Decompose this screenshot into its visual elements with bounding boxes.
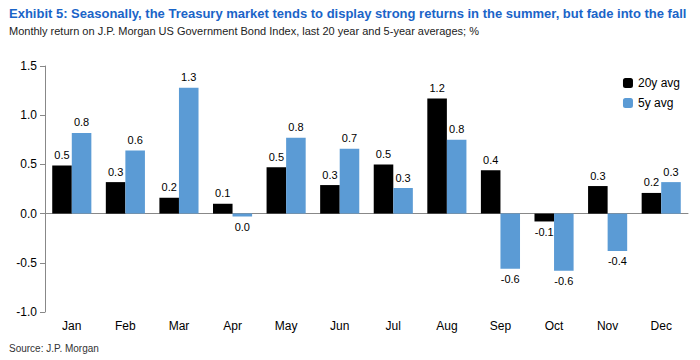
svg-text:-0.1: -0.1 (535, 226, 554, 238)
svg-text:0.3: 0.3 (663, 166, 678, 178)
svg-text:Source: J.P. Morgan: Source: J.P. Morgan (9, 343, 99, 354)
svg-text:Dec: Dec (651, 319, 672, 333)
svg-text:-0.5: -0.5 (16, 256, 37, 270)
svg-text:0.3: 0.3 (395, 172, 410, 184)
svg-text:Jun: Jun (330, 319, 349, 333)
svg-text:0.0: 0.0 (235, 221, 250, 233)
svg-text:0.5: 0.5 (376, 148, 391, 160)
svg-text:0.8: 0.8 (449, 123, 464, 135)
svg-text:0.3: 0.3 (108, 166, 123, 178)
svg-text:1.3: 1.3 (181, 71, 196, 83)
svg-text:-0.4: -0.4 (608, 255, 627, 267)
svg-text:0.2: 0.2 (644, 176, 659, 188)
svg-text:1.5: 1.5 (20, 59, 37, 73)
svg-text:Feb: Feb (115, 319, 136, 333)
svg-text:0.8: 0.8 (288, 121, 303, 133)
svg-text:5y avg: 5y avg (638, 96, 673, 110)
svg-text:0.3: 0.3 (322, 169, 337, 181)
svg-text:Oct: Oct (545, 319, 564, 333)
svg-text:Monthly return on J.P. Morgan: Monthly return on J.P. Morgan US Governm… (9, 25, 479, 37)
svg-text:-0.6: -0.6 (501, 273, 520, 285)
svg-text:Aug: Aug (436, 319, 457, 333)
svg-text:0.0: 0.0 (20, 207, 37, 221)
svg-text:0.3: 0.3 (590, 170, 605, 182)
svg-text:0.5: 0.5 (20, 157, 37, 171)
svg-text:20y avg: 20y avg (638, 76, 680, 90)
svg-text:May: May (275, 319, 298, 333)
svg-text:0.8: 0.8 (74, 116, 89, 128)
svg-text:Sep: Sep (490, 319, 512, 333)
svg-text:Nov: Nov (597, 319, 618, 333)
svg-text:Jan: Jan (62, 319, 81, 333)
svg-text:0.1: 0.1 (215, 187, 230, 199)
svg-text:-0.6: -0.6 (554, 275, 573, 287)
svg-text:0.5: 0.5 (54, 149, 69, 161)
svg-text:0.5: 0.5 (269, 151, 284, 163)
svg-text:0.7: 0.7 (342, 132, 357, 144)
svg-text:0.2: 0.2 (162, 181, 177, 193)
svg-text:Exhibit 5: Seasonally, the Tre: Exhibit 5: Seasonally, the Treasury mark… (9, 6, 686, 21)
svg-text:1.0: 1.0 (20, 108, 37, 122)
svg-text:1.2: 1.2 (429, 82, 444, 94)
svg-text:-1.0: -1.0 (16, 305, 37, 319)
svg-text:Apr: Apr (223, 319, 242, 333)
svg-text:0.4: 0.4 (483, 154, 498, 166)
svg-text:Mar: Mar (169, 319, 190, 333)
svg-text:Jul: Jul (386, 319, 401, 333)
svg-text:0.6: 0.6 (128, 134, 143, 146)
